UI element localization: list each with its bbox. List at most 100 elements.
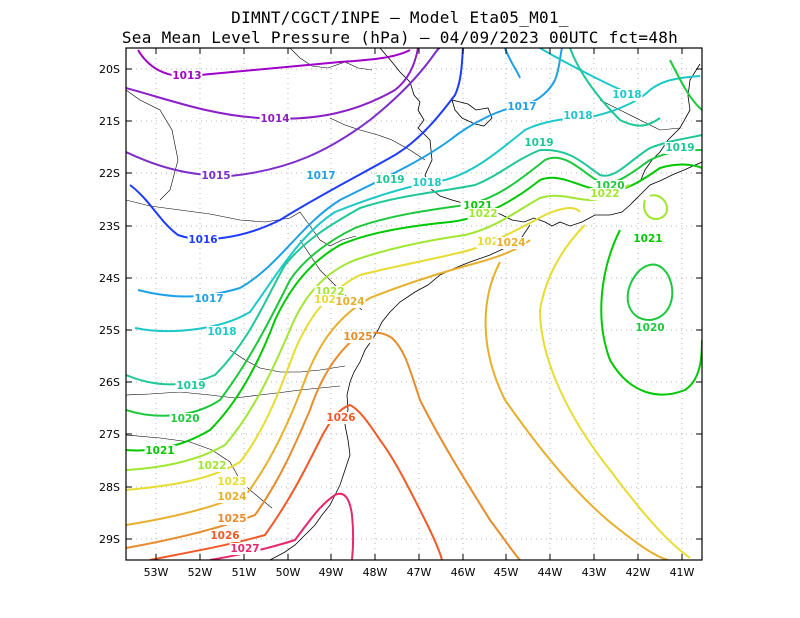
- isobar-label: 1016: [188, 234, 217, 246]
- isobar-1026: [149, 403, 443, 560]
- isobar-1017: [137, 48, 563, 298]
- lon-tick-label: 43W: [582, 566, 607, 579]
- isobar-label-bg: [169, 413, 201, 425]
- isobar-label: 1025: [217, 513, 246, 525]
- isobar-label: 1013: [172, 70, 201, 82]
- lon-tick-label: 50W: [276, 566, 301, 579]
- isobar-1023: [538, 224, 691, 559]
- isobar-label: 1026: [210, 530, 239, 542]
- isobar-label: 1017: [507, 101, 536, 113]
- lat-tick-label: 26S: [99, 376, 120, 389]
- lon-tick-label: 42W: [626, 566, 651, 579]
- isobar-label: 1018: [207, 326, 236, 338]
- lon-tick-label: 49W: [319, 566, 344, 579]
- lat-tick-label: 20S: [99, 63, 120, 76]
- lat-tick-label: 24S: [99, 272, 120, 285]
- isobar-label: 1022: [197, 460, 226, 472]
- isobar-label: 1021: [633, 233, 662, 245]
- isobar-label-bg: [325, 412, 357, 424]
- isobar-label: 1020: [635, 322, 664, 334]
- isobar-label: 1017: [306, 170, 335, 182]
- lon-tick-label: 51W: [232, 566, 257, 579]
- isobar-1020: [626, 263, 674, 322]
- isobar-label-bg: [374, 174, 406, 186]
- isobar-1020: [669, 59, 702, 111]
- isobar-label: 1019: [375, 174, 404, 186]
- axis-ticks: 20S 21S 22S 23S 24S 25S 26S 27S 28S 29S 53W 52W 51W 5…: [99, 48, 702, 579]
- isobar-label: 1020: [170, 413, 199, 425]
- isobar-label-bg: [144, 445, 176, 457]
- isobar-label: 1014: [260, 113, 289, 125]
- isobar-label-bg: [175, 380, 207, 392]
- lon-tick-label: 44W: [538, 566, 563, 579]
- isobar-label: 1015: [201, 170, 230, 182]
- isobar-label-bg: [611, 89, 643, 101]
- isobar-label: 1024: [496, 237, 525, 249]
- isobar-1021: [600, 229, 702, 396]
- isobar-label-bg: [523, 137, 555, 149]
- lon-tick-label: 48W: [363, 566, 388, 579]
- isobar-label-bg: [206, 326, 238, 338]
- isobar-1023: [126, 207, 581, 491]
- isobar-label-bg: [664, 142, 696, 154]
- isobar-label-bg: [634, 322, 666, 334]
- isobar-label-bg: [216, 491, 248, 503]
- lat-tick-label: 22S: [99, 167, 120, 180]
- isobar-1024: [484, 261, 669, 560]
- lat-tick-label: 28S: [99, 481, 120, 494]
- isobar-label-bg: [305, 170, 337, 182]
- lon-tick-label: 41W: [670, 566, 695, 579]
- lat-tick-label: 25S: [99, 324, 120, 337]
- isobar-1015: [126, 48, 441, 178]
- isobar-label-bg: [467, 208, 499, 220]
- isobar-label-bg: [342, 331, 374, 343]
- isobar-label-bg: [200, 170, 232, 182]
- isobar-label-bg: [193, 293, 225, 305]
- isobar-label-bg: [632, 233, 664, 245]
- isobar-1021: [126, 163, 702, 452]
- isobar-label: 1024: [217, 491, 246, 503]
- isobar-label-bg: [196, 460, 228, 472]
- isobar-label-bg: [495, 237, 527, 249]
- isobar-label-bg: [589, 188, 621, 200]
- map-title-line1: DIMNT/CGCT/INPE – Model Eta05_M01_: [231, 8, 569, 27]
- lat-tick-label: 27S: [99, 428, 120, 441]
- lon-tick-label: 47W: [407, 566, 432, 579]
- lon-tick-label: 45W: [494, 566, 519, 579]
- isobar-label-bg: [313, 294, 337, 306]
- lat-tick-label: 23S: [99, 220, 120, 233]
- lat-tick-label: 21S: [99, 115, 120, 128]
- isobar-label-bg: [334, 296, 366, 308]
- isobar-label: 1019: [176, 380, 205, 392]
- lon-tick-label: 52W: [188, 566, 213, 579]
- isobar-label-bg: [259, 113, 291, 125]
- lon-tick-label: 46W: [451, 566, 476, 579]
- isobar-labels: 1013 1014 1015 1016 1017 1017 1017 1018 1018 1018…: [144, 70, 696, 555]
- isobar-label-bg: [209, 530, 241, 542]
- isobar-label: 1027: [230, 543, 259, 555]
- isobar-label: 1025: [343, 331, 372, 343]
- isobar-label-bg: [216, 476, 248, 488]
- lon-tick-label: 53W: [144, 566, 169, 579]
- isobar-1022: [643, 194, 669, 220]
- isobar-label-bg: [171, 70, 203, 82]
- isobar-label: 1022: [590, 188, 619, 200]
- isobar-label: 102: [477, 236, 499, 248]
- isobar-1019: [126, 134, 702, 386]
- isobar-label-bg: [229, 543, 261, 555]
- isobar-label: 1023: [217, 476, 246, 488]
- isobar-label-bg: [476, 236, 500, 248]
- isobar-label: 1026: [326, 412, 355, 424]
- isobar-label-bg: [187, 234, 219, 246]
- isobar-label: 1021: [145, 445, 174, 457]
- isobar-label: 102: [314, 294, 336, 306]
- lat-tick-label: 29S: [99, 533, 120, 546]
- isobar-label: 1024: [335, 296, 364, 308]
- isobar-1014: [126, 48, 419, 120]
- isobar-label: 1017: [194, 293, 223, 305]
- isobar-1022: [126, 184, 631, 471]
- isobar-label: 1018: [412, 177, 441, 189]
- map-title-line2: Sea Mean Level Pressure (hPa) – 04/09/20…: [121, 28, 679, 47]
- isobar-label: 1018: [612, 89, 641, 101]
